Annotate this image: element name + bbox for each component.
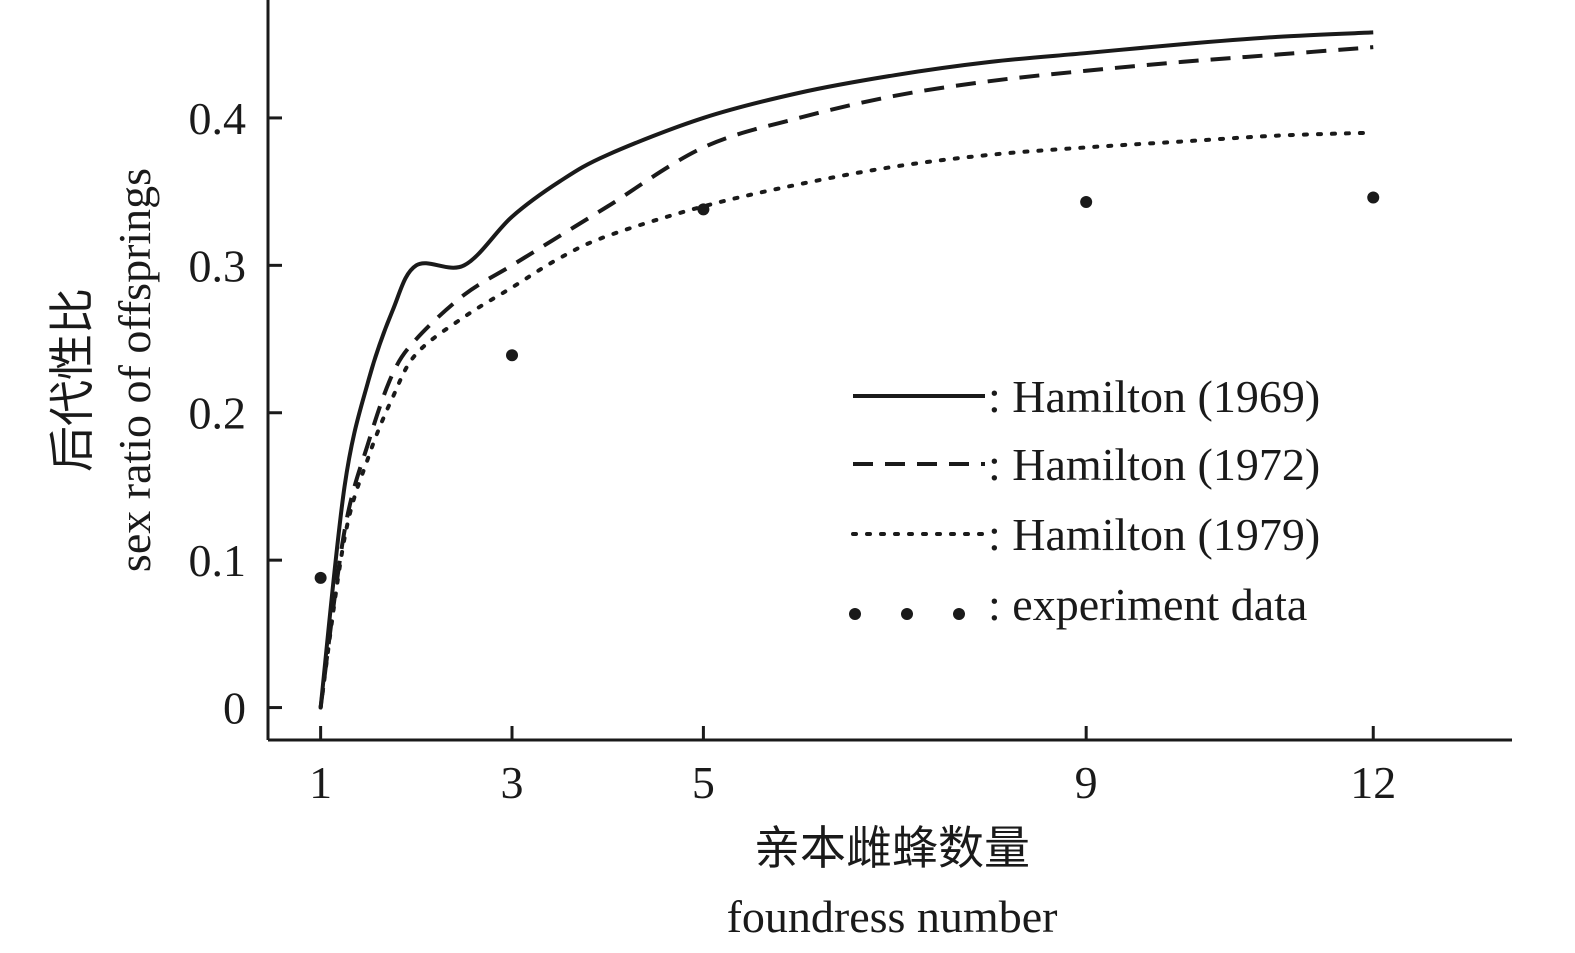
x-tick-label: 3 <box>501 757 524 808</box>
legend-marker-points <box>849 608 861 620</box>
y-axis-title-en: sex ratio of offsprings <box>109 168 160 572</box>
y-tick-label: 0.1 <box>189 535 247 586</box>
legend-label: : Hamilton (1979) <box>988 509 1320 560</box>
y-tick-label: 0.2 <box>189 388 247 439</box>
x-tick-label: 5 <box>692 757 715 808</box>
x-axis-title-en: foundress number <box>727 891 1058 942</box>
x-tick-label: 9 <box>1075 757 1098 808</box>
plot-area <box>318 30 1376 710</box>
experiment-point <box>506 349 519 362</box>
y-tick-label: 0 <box>223 683 246 734</box>
y-axis-title-zh: 后代性比 <box>47 288 98 472</box>
axes: 0 0.1 0.2 0.3 0.4 1 3 5 9 12 <box>189 0 1512 808</box>
experiment-point <box>1367 191 1380 204</box>
experiment-point <box>314 571 327 584</box>
experiment-points <box>314 191 1380 584</box>
legend-marker-points <box>901 608 913 620</box>
legend: : Hamilton (1969) : Hamilton (1972) : Hami… <box>849 371 1320 630</box>
y-tick-label: 0.3 <box>189 240 247 291</box>
legend-label: : Hamilton (1969) <box>988 371 1320 422</box>
x-tick-label: 12 <box>1350 757 1396 808</box>
experiment-point <box>697 203 710 216</box>
legend-label: : Hamilton (1972) <box>988 439 1320 490</box>
experiment-point <box>1080 195 1093 208</box>
x-axis-title-zh: 亲本雌蜂数量 <box>754 823 1030 874</box>
legend-marker-points <box>953 608 965 620</box>
legend-label: : experiment data <box>988 579 1307 630</box>
series-line-2 <box>318 45 1374 708</box>
series-line-1 <box>318 30 1374 708</box>
series-line-3 <box>318 130 1376 710</box>
x-tick-label: 1 <box>309 757 332 808</box>
y-tick-label: 0.4 <box>189 93 247 144</box>
